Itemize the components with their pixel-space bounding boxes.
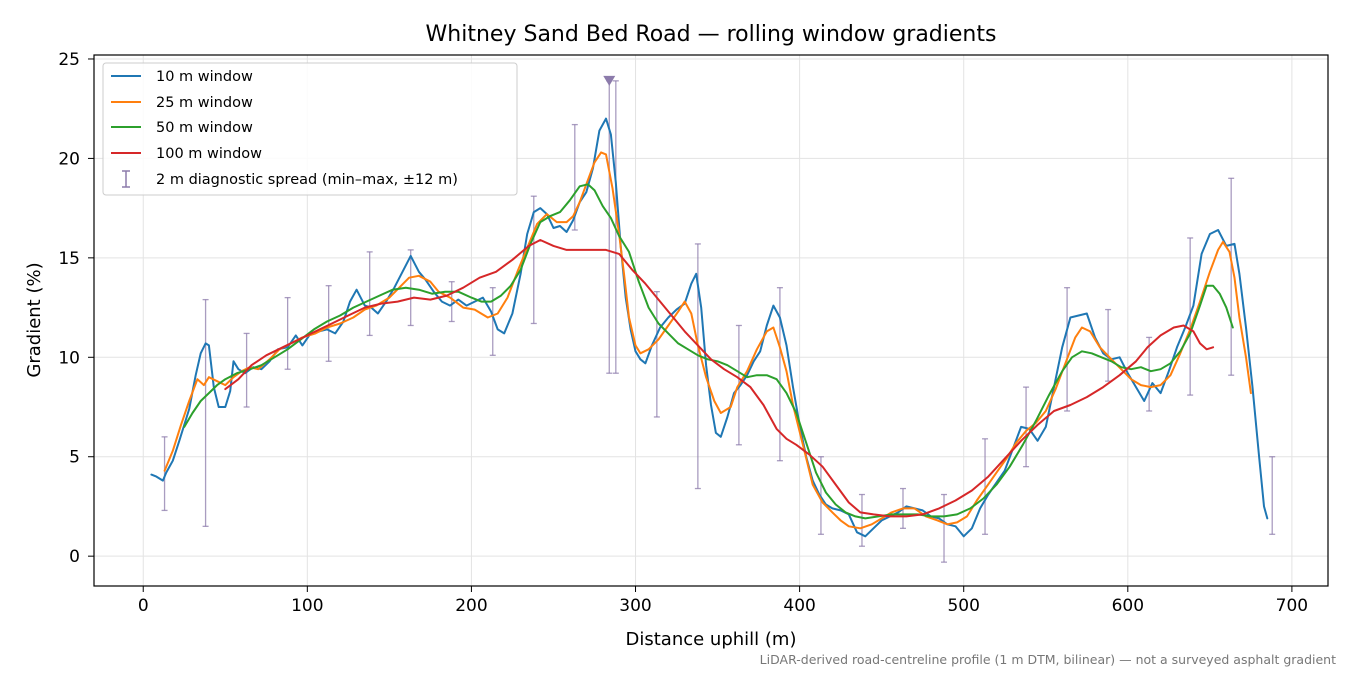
y-tick-label: 5 bbox=[69, 448, 80, 468]
errorbar bbox=[1064, 287, 1071, 412]
x-axis-ticks: 0 100 200 300 400 500 600 700 bbox=[138, 586, 1308, 616]
errorbar bbox=[284, 296, 291, 370]
x-tick-label: 600 bbox=[1112, 596, 1144, 616]
x-tick-label: 100 bbox=[291, 596, 323, 616]
errorbar bbox=[1146, 336, 1153, 412]
legend-box bbox=[102, 62, 518, 196]
y-tick-label: 25 bbox=[58, 50, 80, 70]
x-tick-label: 200 bbox=[455, 596, 487, 616]
y-tick-label: 0 bbox=[69, 547, 80, 567]
marker-layer bbox=[603, 75, 616, 86]
errorbar bbox=[489, 287, 496, 356]
errorbar bbox=[1228, 177, 1235, 376]
errorbar bbox=[448, 281, 455, 323]
errorbar bbox=[366, 251, 373, 337]
y-tick-label: 10 bbox=[58, 348, 80, 368]
chart-title: Whitney Sand Bed Road — rolling window g… bbox=[426, 22, 997, 47]
legend-label-10m: 10 m window bbox=[156, 69, 253, 85]
plot-frame bbox=[93, 54, 1329, 587]
y-axis-ticks: 0 5 10 15 20 25 bbox=[58, 50, 94, 567]
legend-label-50m: 50 m window bbox=[156, 120, 253, 136]
legend: 10 m window 25 m window 50 m window 100 … bbox=[102, 62, 518, 196]
errorbar bbox=[530, 195, 537, 325]
errorbar bbox=[982, 438, 989, 535]
max-gradient-marker bbox=[603, 75, 616, 86]
footnote: LiDAR-derived road-centreline profile (1… bbox=[760, 652, 1336, 667]
series-layer bbox=[150, 117, 1269, 538]
series-line-25-m-window bbox=[163, 151, 1252, 530]
legend-swatch-errorbar bbox=[122, 170, 130, 188]
errorbar bbox=[653, 291, 660, 418]
x-tick-label: 700 bbox=[1276, 596, 1308, 616]
errorbar bbox=[1269, 456, 1276, 535]
errorbar bbox=[1023, 386, 1030, 468]
x-axis-label: Distance uphill (m) bbox=[626, 629, 797, 650]
series-line-100-m-window bbox=[224, 239, 1215, 518]
legend-label-errorbar: 2 m diagnostic spread (min–max, ±12 m) bbox=[156, 172, 458, 188]
y-axis-label: Gradient (%) bbox=[24, 262, 45, 377]
errorbar bbox=[325, 285, 332, 362]
x-tick-label: 300 bbox=[619, 596, 651, 616]
legend-label-100m: 100 m window bbox=[156, 146, 262, 162]
errorbar bbox=[202, 298, 209, 527]
x-tick-label: 0 bbox=[138, 596, 149, 616]
errorbar bbox=[161, 436, 168, 512]
errorbar bbox=[858, 493, 865, 547]
x-tick-label: 500 bbox=[947, 596, 979, 616]
y-tick-label: 15 bbox=[58, 249, 80, 269]
legend-label-25m: 25 m window bbox=[156, 95, 253, 111]
y-tick-label: 20 bbox=[58, 149, 80, 169]
x-tick-label: 400 bbox=[783, 596, 815, 616]
